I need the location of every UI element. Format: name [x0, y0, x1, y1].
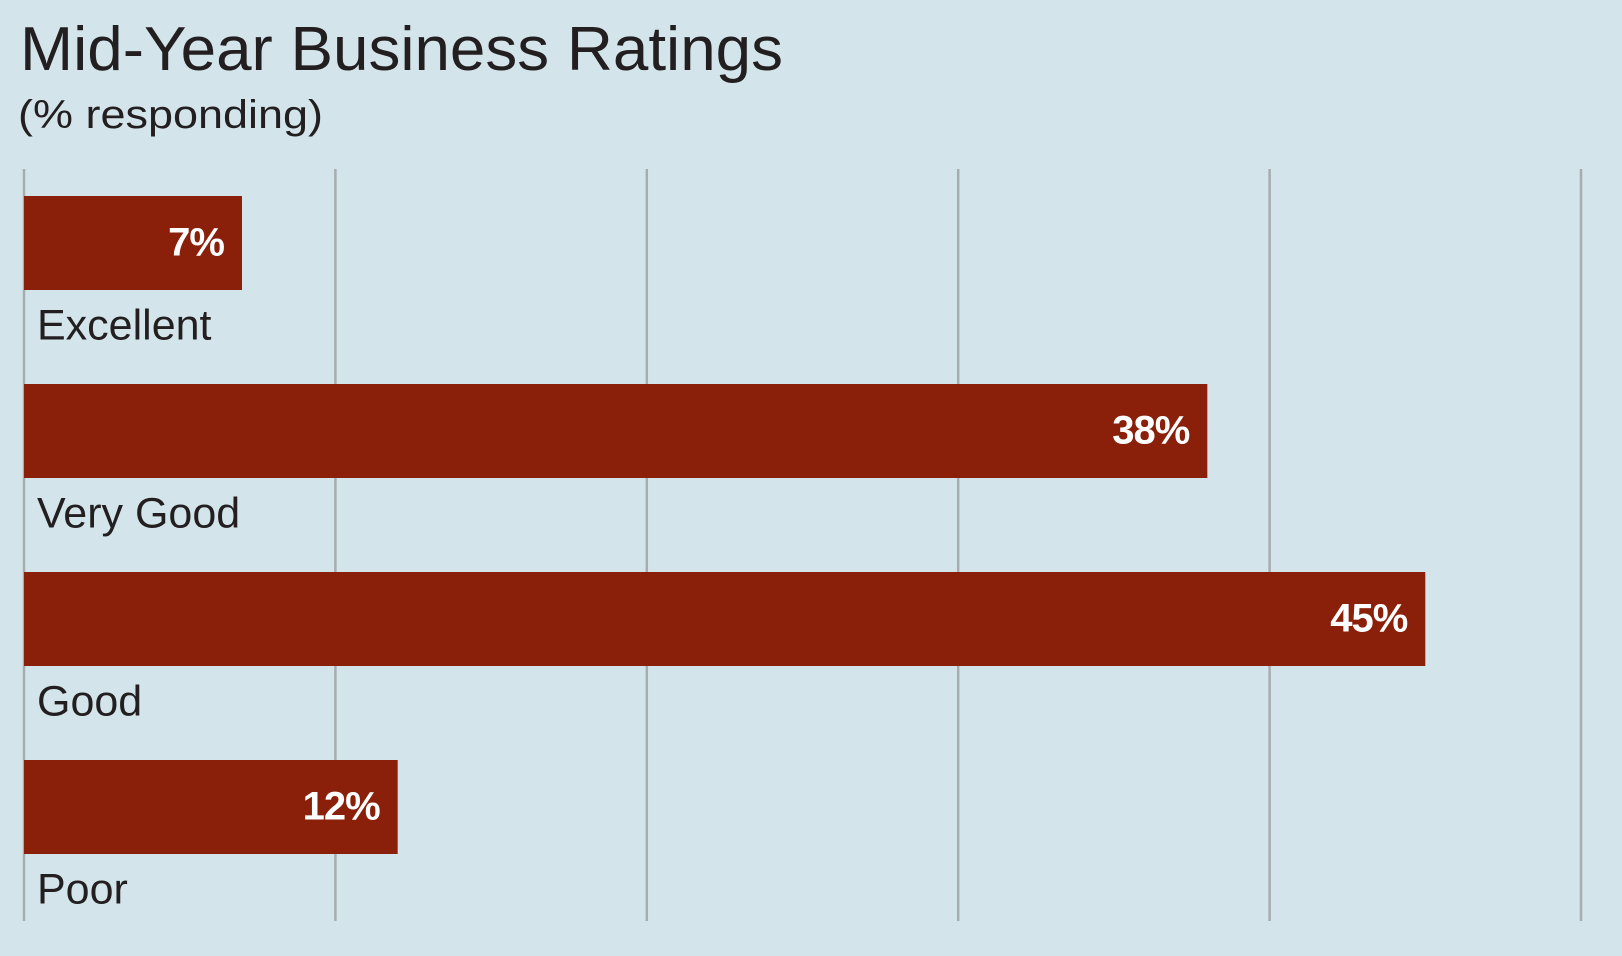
value-label: 12% [303, 785, 380, 829]
chart-subtitle: (% responding) [18, 93, 323, 137]
category-label: Good [37, 677, 142, 725]
bar [24, 196, 242, 290]
bar [24, 384, 1208, 478]
category-label: Very Good [37, 489, 240, 537]
category-label: Excellent [37, 301, 212, 349]
value-label: 7% [168, 221, 224, 265]
chart-title: Mid-Year Business Ratings [20, 15, 783, 84]
category-label: Poor [37, 865, 128, 913]
bar [24, 760, 398, 854]
value-label: 45% [1330, 597, 1407, 641]
bar [24, 572, 1426, 666]
value-label: 38% [1112, 409, 1189, 453]
